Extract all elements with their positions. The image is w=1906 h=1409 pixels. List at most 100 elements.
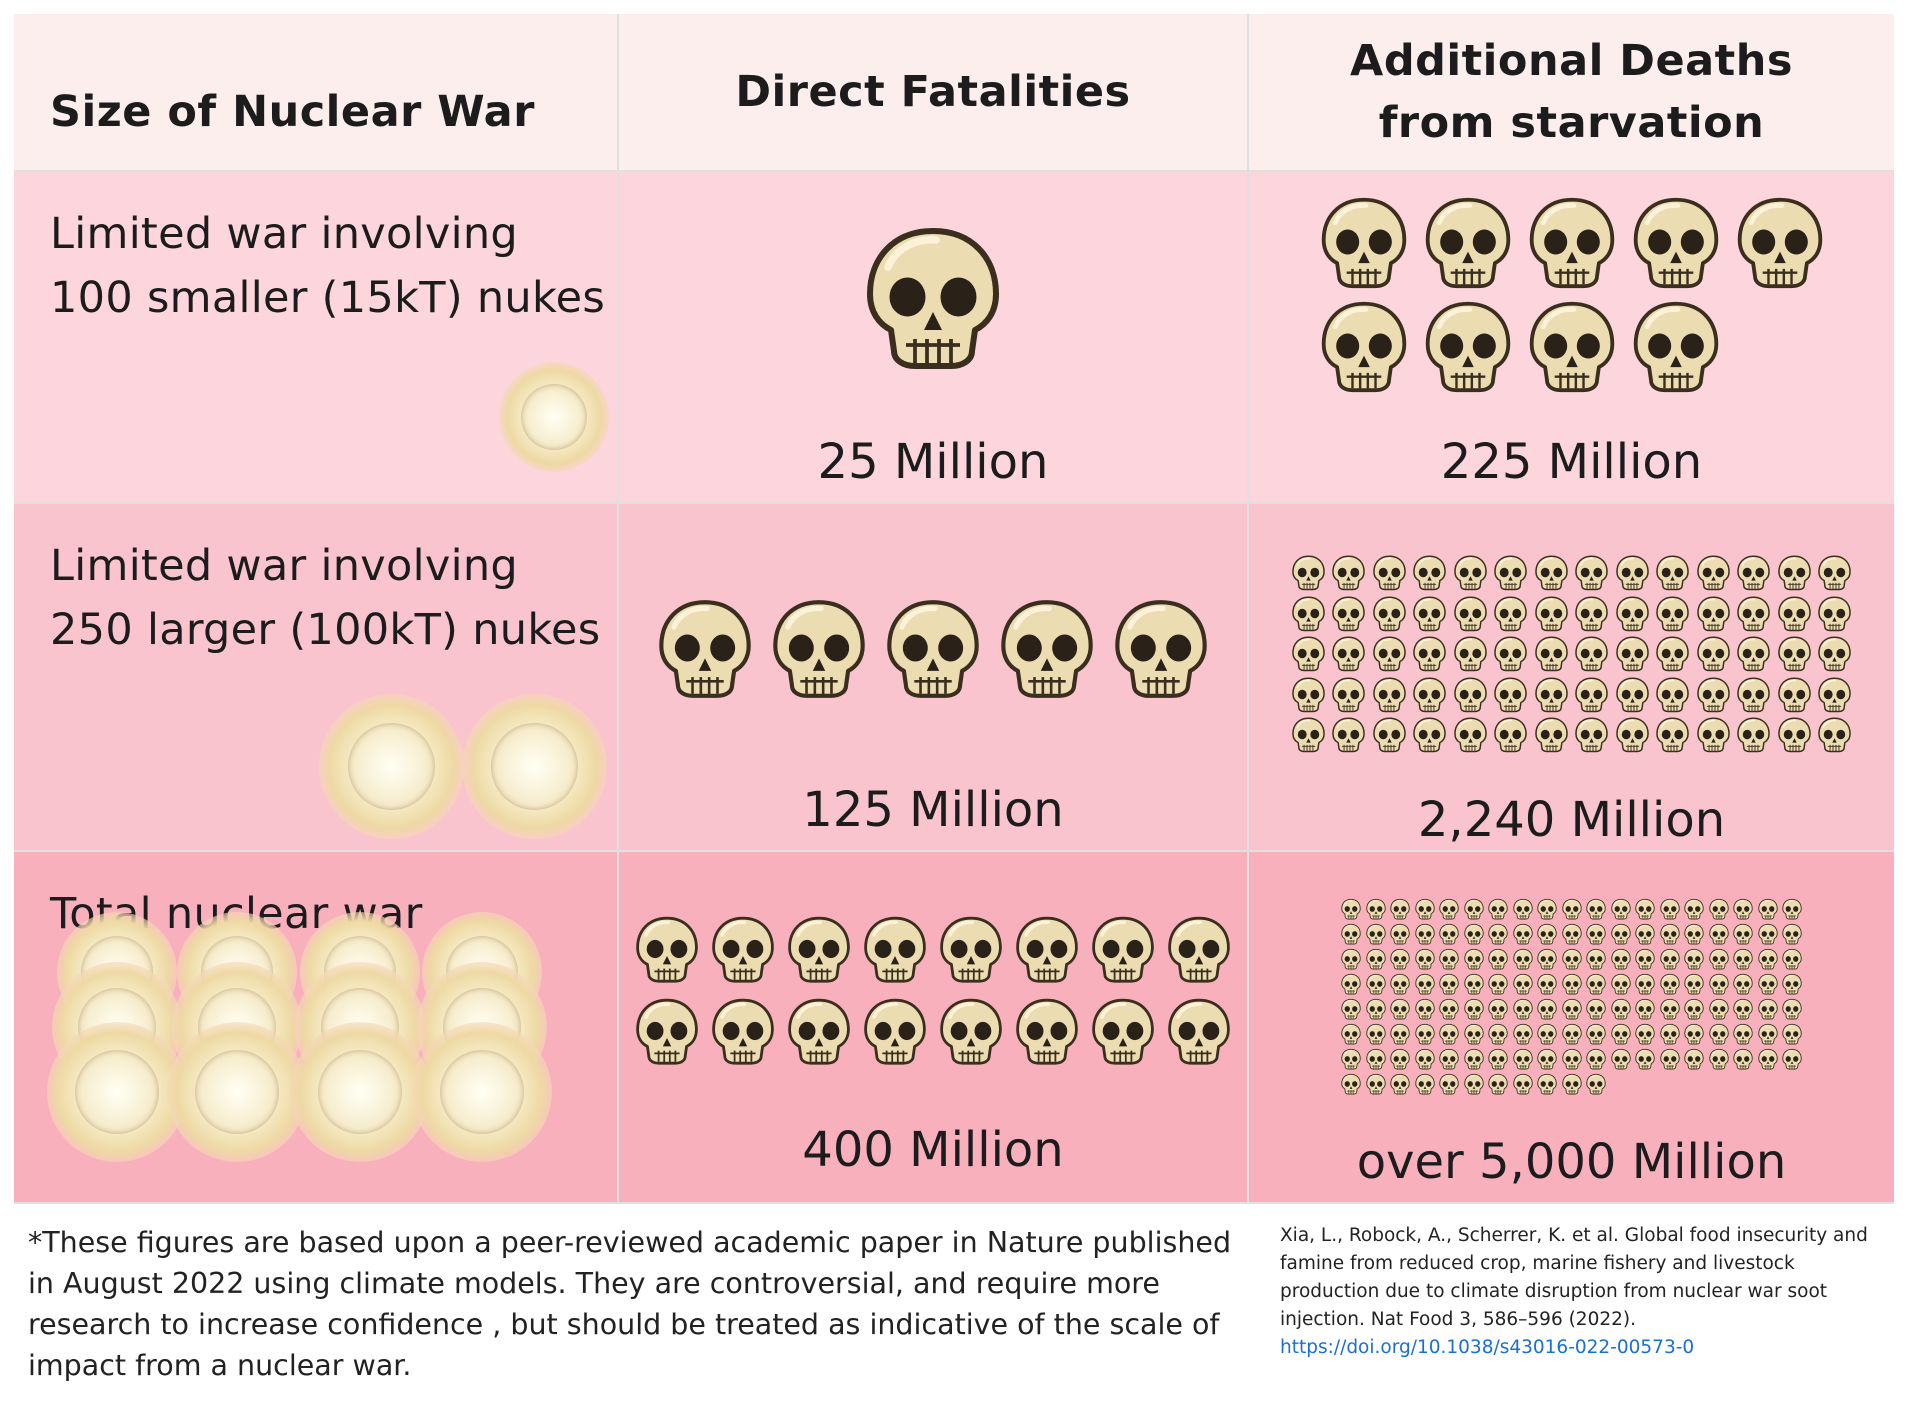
skull-icon	[1390, 1073, 1410, 1095]
skull-icon	[1757, 1048, 1778, 1070]
skull-icon	[1635, 1048, 1655, 1070]
skull-icon	[1390, 973, 1410, 995]
skull-icon	[1818, 717, 1852, 753]
skull-icon	[1365, 973, 1386, 995]
explosion-icon	[167, 1022, 307, 1162]
skull-icon	[1635, 973, 1655, 995]
skull-icon	[1332, 676, 1366, 712]
skull-icon	[1372, 555, 1406, 591]
skull-icon	[1537, 998, 1557, 1020]
skull-icon	[1332, 555, 1366, 591]
column-header-starvation: Additional Deaths from starvation	[1350, 36, 1793, 148]
skull-icon	[1463, 1073, 1484, 1095]
skull-icon	[1782, 998, 1802, 1020]
skull-icon	[1610, 898, 1631, 920]
skull-icon	[1818, 636, 1852, 672]
skull-icon	[1537, 923, 1557, 945]
skull-icon	[1777, 595, 1811, 631]
skull-icon	[887, 600, 979, 698]
skull-icon	[1757, 998, 1778, 1020]
row1-starvation-cell: 225 Million	[1249, 172, 1894, 504]
skull-icon	[1656, 717, 1690, 753]
skull-icon	[1696, 595, 1730, 631]
skull-icon	[1365, 1073, 1386, 1095]
skull-icon	[1684, 1048, 1704, 1070]
skull-icon	[1414, 1073, 1435, 1095]
skull-icon	[1463, 923, 1484, 945]
skull-icon	[1575, 595, 1609, 631]
skull-icon	[1737, 636, 1771, 672]
skull-icon	[1512, 948, 1533, 970]
skull-icon	[1656, 676, 1690, 712]
skull-icon	[1488, 923, 1508, 945]
skull-icon	[1708, 898, 1729, 920]
skull-icon	[1696, 636, 1730, 672]
skull-icon	[1733, 898, 1753, 920]
skull-icon	[1534, 555, 1568, 591]
skull-icon	[636, 998, 698, 1065]
skull-icon	[1633, 197, 1718, 289]
skull-icon	[1413, 595, 1447, 631]
skull-icon	[1586, 1073, 1606, 1095]
skull-icon	[1684, 973, 1704, 995]
skull-icon	[1439, 1048, 1459, 1070]
explosion-icon	[499, 362, 609, 472]
skull-icon	[1439, 973, 1459, 995]
skull-icon	[1488, 1023, 1508, 1045]
skull-icon	[1321, 301, 1406, 393]
row1-direct-value: 25 Million	[817, 434, 1049, 490]
skull-icon	[1453, 555, 1487, 591]
row2-direct-cell: 125 Million	[619, 504, 1249, 852]
skull-icon	[1561, 898, 1582, 920]
skull-icon	[1512, 923, 1533, 945]
skull-icon	[1512, 1023, 1533, 1045]
skull-icon	[1586, 898, 1606, 920]
row3-direct-cell: 400 Million	[619, 852, 1249, 1204]
skull-icon	[773, 600, 865, 698]
skull-icon	[1561, 1073, 1582, 1095]
skull-icon	[1737, 717, 1771, 753]
skull-icon	[1733, 923, 1753, 945]
skull-icon	[1696, 555, 1730, 591]
skull-icon	[1575, 717, 1609, 753]
skull-icon	[1390, 1023, 1410, 1045]
skull-icon	[1757, 973, 1778, 995]
skull-icon	[1413, 555, 1447, 591]
skull-icon	[1390, 898, 1410, 920]
skull-icon	[1537, 898, 1557, 920]
skull-icon	[1733, 998, 1753, 1020]
skull-icon	[1414, 998, 1435, 1020]
skull-icon	[1016, 916, 1078, 983]
skull-icon	[1321, 197, 1406, 289]
skull-icon	[1001, 600, 1093, 698]
skull-icon	[1512, 998, 1533, 1020]
row1-scenario-label: Limited war involving 100 smaller (15kT)…	[50, 209, 606, 323]
row2-starvation-value: 2,240 Million	[1417, 792, 1726, 848]
row3-starvation-value: over 5,000 Million	[1356, 1134, 1787, 1190]
skull-icon	[1537, 948, 1557, 970]
skull-icon	[1494, 555, 1528, 591]
skull-icon	[1610, 923, 1631, 945]
skull-icon	[1488, 1048, 1508, 1070]
row2-starvation-cell: 2,240 Million	[1249, 504, 1894, 852]
skull-icon	[1439, 1023, 1459, 1045]
skull-icon	[1365, 898, 1386, 920]
skull-icon	[1777, 676, 1811, 712]
skull-icon	[1818, 555, 1852, 591]
skull-icon	[1659, 948, 1680, 970]
citation-link[interactable]: https://doi.org/10.1038/s43016-022-00573…	[1280, 1337, 1695, 1358]
skull-icon	[1615, 676, 1649, 712]
skull-icon	[1414, 898, 1435, 920]
skull-icon	[1439, 898, 1459, 920]
skull-icon	[1818, 595, 1852, 631]
row1-scenario-cell: Limited war involving 100 smaller (15kT)…	[14, 172, 619, 504]
skull-icon	[1529, 301, 1614, 393]
row2-scenario-label: Limited war involving 250 larger (100kT)…	[50, 541, 601, 655]
column-header-size: Size of Nuclear War	[50, 87, 535, 137]
skull-icon	[1341, 998, 1361, 1020]
skull-icon	[1413, 636, 1447, 672]
skull-icon	[1684, 898, 1704, 920]
skull-icon	[1659, 923, 1680, 945]
skull-icon	[788, 998, 850, 1065]
skull-icon	[1488, 898, 1508, 920]
